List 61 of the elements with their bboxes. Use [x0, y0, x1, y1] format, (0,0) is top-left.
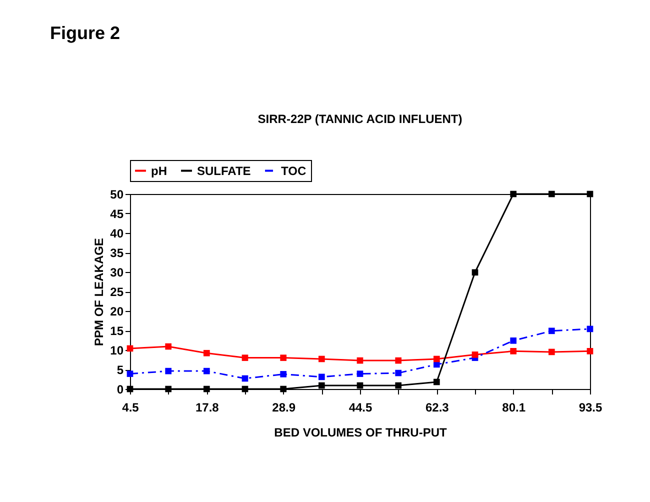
point	[165, 343, 172, 350]
point	[242, 354, 248, 361]
y-tick-label: 20	[110, 304, 124, 318]
point	[318, 356, 325, 362]
chart-title: Figure 2	[50, 23, 120, 43]
y-tick-label: 45	[110, 207, 124, 221]
y-tick-label: 50	[110, 188, 124, 202]
legend-label: TOC	[281, 164, 306, 178]
point	[510, 190, 516, 198]
y-tick-label: 5	[116, 363, 124, 377]
point	[204, 350, 210, 356]
point	[126, 345, 134, 352]
y-tick-label: 0	[116, 382, 124, 396]
point	[318, 382, 325, 389]
y-tick-label: 30	[110, 266, 124, 280]
y-tick-label: 40	[110, 226, 124, 240]
legend-label: SULFATE	[197, 164, 251, 178]
y-tick-label: 25	[110, 285, 124, 299]
point	[126, 370, 134, 377]
y-axis-title: PPM OF LEAKAGE	[92, 238, 106, 346]
point	[510, 348, 516, 354]
y-tick-label: 35	[110, 246, 124, 260]
x-tick-label: 80.1	[502, 400, 526, 414]
point	[395, 357, 402, 364]
point	[165, 386, 172, 392]
x-tick-label: 4.5	[122, 400, 140, 414]
point	[472, 269, 478, 276]
point	[318, 374, 325, 380]
point	[548, 328, 555, 334]
x-tick-label: 28.9	[272, 400, 296, 414]
point	[204, 386, 210, 392]
point	[434, 356, 440, 362]
legend-label: pH	[151, 164, 167, 178]
point	[356, 382, 364, 389]
point	[242, 375, 248, 382]
point	[548, 348, 555, 356]
point	[586, 190, 594, 198]
point	[204, 368, 210, 374]
x-tick-label: 17.8	[195, 400, 220, 414]
y-tick-label: 15	[110, 324, 124, 338]
point	[280, 386, 286, 392]
point	[356, 357, 364, 364]
point	[472, 352, 478, 358]
chart-subtitle: SIRR-22P (TANNIC ACID INFLUENT)	[258, 112, 462, 126]
x-tick-label: 44.5	[348, 400, 372, 414]
point	[280, 371, 286, 378]
point	[434, 378, 440, 386]
point	[280, 354, 286, 361]
x-tick-label: 93.5	[578, 400, 602, 414]
point	[165, 368, 172, 374]
y-tick-label: 10	[110, 344, 124, 358]
x-axis-title: BED VOLUMES OF THRU-PUT	[274, 426, 448, 440]
point	[510, 337, 516, 344]
point	[242, 386, 248, 392]
point	[395, 382, 402, 389]
x-tick-label: 62.3	[425, 400, 450, 414]
point	[586, 348, 594, 354]
point	[356, 370, 364, 377]
point	[395, 370, 402, 376]
point	[586, 326, 594, 332]
point	[548, 190, 555, 198]
